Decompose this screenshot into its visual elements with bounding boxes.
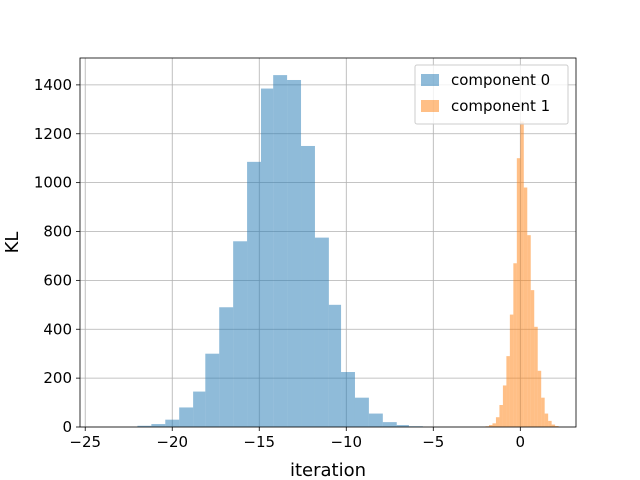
histogram-bar-component-1 xyxy=(520,121,524,427)
histogram-bar-component-1 xyxy=(502,385,507,427)
histogram-bar-component-0 xyxy=(287,79,302,427)
histogram-bar-component-1 xyxy=(488,425,493,427)
legend-box xyxy=(414,64,569,125)
y-tick-label: 600 xyxy=(43,271,72,289)
y-tick-label: 0 xyxy=(62,418,72,436)
histogram-bar-component-1 xyxy=(516,158,521,427)
histogram-bar-component-0 xyxy=(179,407,194,427)
histogram-bar-component-0 xyxy=(368,413,383,427)
histogram-bar-component-1 xyxy=(555,426,559,427)
histogram-bar-component-0 xyxy=(165,419,180,427)
legend-label-component-0: component 0 xyxy=(451,71,550,89)
y-axis-label: KL xyxy=(2,232,23,254)
y-tick-label: 200 xyxy=(43,369,72,387)
x-tick-label: −20 xyxy=(156,433,188,451)
y-tick-label: 1400 xyxy=(34,76,72,94)
histogram-bar-component-0 xyxy=(247,161,261,428)
y-axis-ticks: 0 200 400 600 800 1000 1200 1400 xyxy=(34,76,80,436)
y-tick-label: 1200 xyxy=(34,125,72,143)
histogram-bar-component-0 xyxy=(314,237,329,427)
histogram-bar-component-1 xyxy=(527,235,531,427)
histogram-bar-component-0 xyxy=(233,241,248,427)
histogram-bar-component-0 xyxy=(301,145,315,427)
histogram-bar-component-0 xyxy=(328,304,342,427)
x-axis-ticks: −25 −20 −15 −10 −5 0 xyxy=(69,427,525,451)
x-tick-label: −15 xyxy=(243,433,275,451)
histogram-bar-component-1 xyxy=(499,405,503,427)
histogram-bar-component-0 xyxy=(219,307,234,427)
histogram-bar-component-1 xyxy=(548,420,552,427)
x-tick-label: −10 xyxy=(330,433,362,451)
histogram-bar-component-0 xyxy=(382,422,397,427)
histogram-bar-component-0 xyxy=(193,391,206,427)
legend-swatch-component-0 xyxy=(421,74,439,86)
legend-label-component-1: component 1 xyxy=(451,97,550,115)
histogram-bar-component-1 xyxy=(537,370,542,427)
histogram-bar-component-0 xyxy=(260,88,274,427)
histogram-bar-component-1 xyxy=(541,397,545,427)
histogram-bar-component-1 xyxy=(551,424,556,427)
histogram-bar-component-0 xyxy=(205,353,220,427)
histogram-bar-component-1 xyxy=(544,413,549,427)
histogram-bar-component-0 xyxy=(354,397,369,427)
histogram-bar-component-1 xyxy=(530,290,535,427)
chart-legend: component 0 component 1 xyxy=(414,64,569,125)
histogram-bar-component-1 xyxy=(513,263,517,427)
histogram-bar-component-0 xyxy=(341,372,355,427)
x-tick-label: −5 xyxy=(422,433,444,451)
histogram-bar-component-1 xyxy=(492,423,496,427)
histogram-bar-component-0 xyxy=(151,424,166,427)
x-tick-label: −25 xyxy=(69,433,101,451)
histogram-bars xyxy=(137,75,559,428)
histogram-bar-component-0 xyxy=(396,425,409,427)
legend-swatch-component-1 xyxy=(421,100,439,112)
x-axis-label: iteration xyxy=(290,460,366,480)
plot-frame xyxy=(79,57,577,428)
x-tick-label: 0 xyxy=(516,433,526,451)
histogram-bar-component-1 xyxy=(495,417,500,427)
y-tick-label: 400 xyxy=(43,320,72,338)
histogram-bar-component-0 xyxy=(273,75,288,427)
histogram-bar-component-1 xyxy=(523,187,528,427)
y-tick-label: 1000 xyxy=(34,174,72,192)
histogram-bar-component-1 xyxy=(534,326,538,427)
histogram-bar-component-1 xyxy=(509,314,514,427)
y-tick-label: 800 xyxy=(43,223,72,241)
histogram-bar-component-1 xyxy=(506,356,510,427)
histogram-bar-component-0 xyxy=(137,425,152,427)
